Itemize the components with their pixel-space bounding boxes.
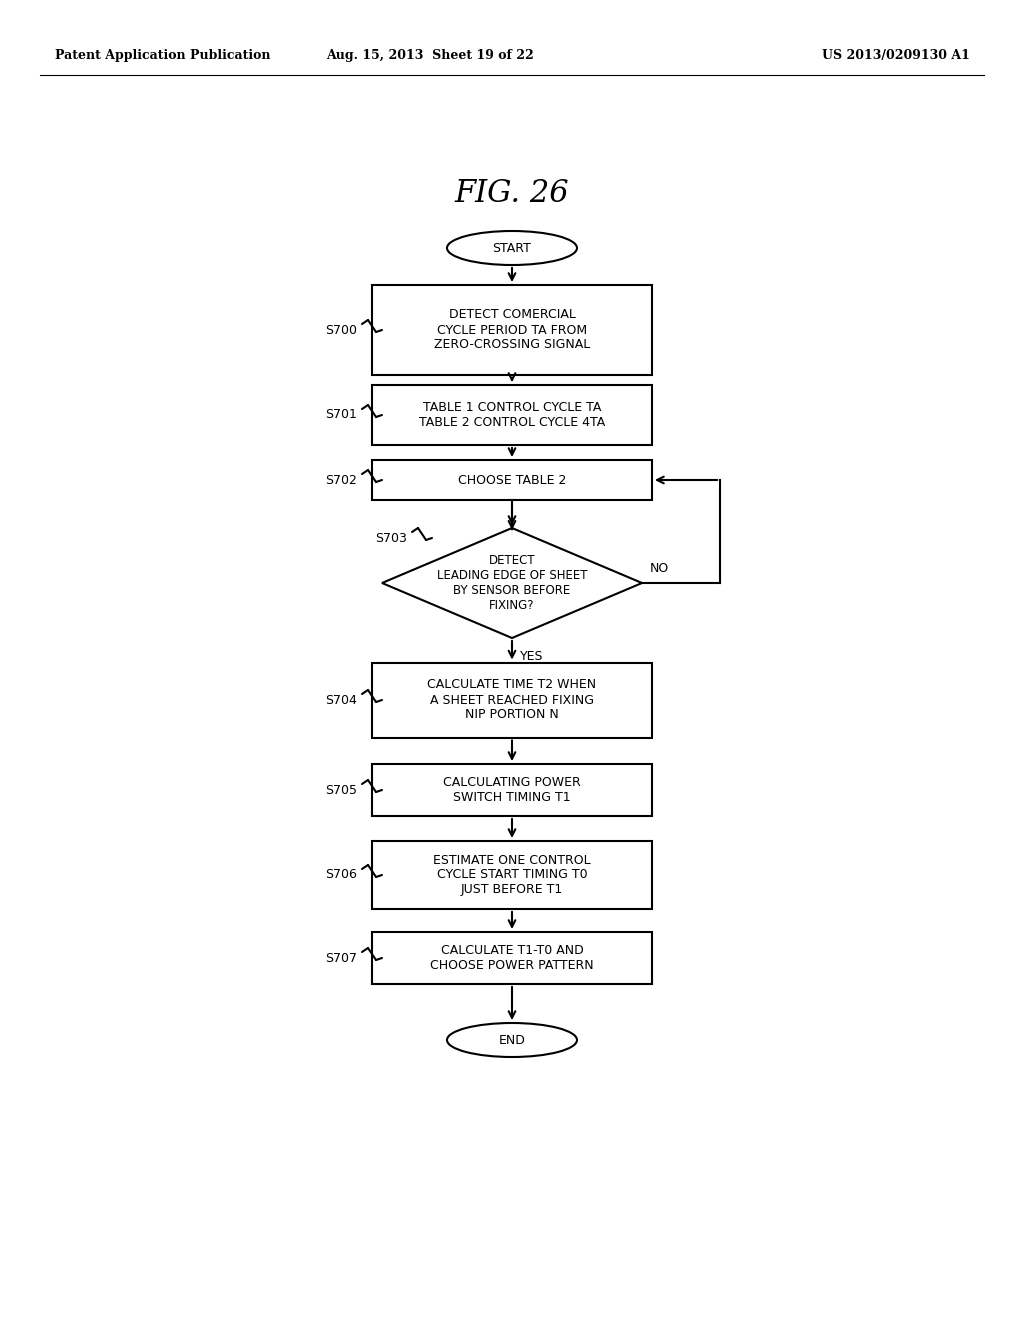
Text: DETECT
LEADING EDGE OF SHEET
BY SENSOR BEFORE
FIXING?: DETECT LEADING EDGE OF SHEET BY SENSOR B… — [437, 554, 587, 612]
Text: S703: S703 — [375, 532, 407, 544]
Text: YES: YES — [520, 649, 544, 663]
Text: NO: NO — [650, 562, 670, 576]
Text: S706: S706 — [326, 869, 357, 882]
FancyBboxPatch shape — [372, 385, 652, 445]
Ellipse shape — [447, 231, 577, 265]
FancyBboxPatch shape — [372, 841, 652, 909]
Text: CALCULATE TIME T2 WHEN
A SHEET REACHED FIXING
NIP PORTION N: CALCULATE TIME T2 WHEN A SHEET REACHED F… — [427, 678, 597, 722]
Text: CALCULATE T1-T0 AND
CHOOSE POWER PATTERN: CALCULATE T1-T0 AND CHOOSE POWER PATTERN — [430, 944, 594, 972]
Text: TABLE 1 CONTROL CYCLE TA
TABLE 2 CONTROL CYCLE 4TA: TABLE 1 CONTROL CYCLE TA TABLE 2 CONTROL… — [419, 401, 605, 429]
Text: S700: S700 — [325, 323, 357, 337]
FancyBboxPatch shape — [372, 663, 652, 738]
Text: S704: S704 — [326, 693, 357, 706]
Text: FIG. 26: FIG. 26 — [455, 177, 569, 209]
FancyBboxPatch shape — [372, 932, 652, 983]
Text: S705: S705 — [325, 784, 357, 796]
Text: START: START — [493, 242, 531, 255]
FancyBboxPatch shape — [372, 459, 652, 500]
Text: DETECT COMERCIAL
CYCLE PERIOD TA FROM
ZERO-CROSSING SIGNAL: DETECT COMERCIAL CYCLE PERIOD TA FROM ZE… — [434, 309, 590, 351]
Polygon shape — [382, 528, 642, 638]
Text: Patent Application Publication: Patent Application Publication — [55, 49, 270, 62]
Text: CHOOSE TABLE 2: CHOOSE TABLE 2 — [458, 474, 566, 487]
Text: ESTIMATE ONE CONTROL
CYCLE START TIMING T0
JUST BEFORE T1: ESTIMATE ONE CONTROL CYCLE START TIMING … — [433, 854, 591, 896]
Text: Aug. 15, 2013  Sheet 19 of 22: Aug. 15, 2013 Sheet 19 of 22 — [326, 49, 534, 62]
Text: END: END — [499, 1034, 525, 1047]
Text: CALCULATING POWER
SWITCH TIMING T1: CALCULATING POWER SWITCH TIMING T1 — [443, 776, 581, 804]
Text: S702: S702 — [326, 474, 357, 487]
FancyBboxPatch shape — [372, 285, 652, 375]
Text: US 2013/0209130 A1: US 2013/0209130 A1 — [822, 49, 970, 62]
Ellipse shape — [447, 1023, 577, 1057]
Text: S707: S707 — [325, 952, 357, 965]
FancyBboxPatch shape — [372, 764, 652, 816]
Text: S701: S701 — [326, 408, 357, 421]
